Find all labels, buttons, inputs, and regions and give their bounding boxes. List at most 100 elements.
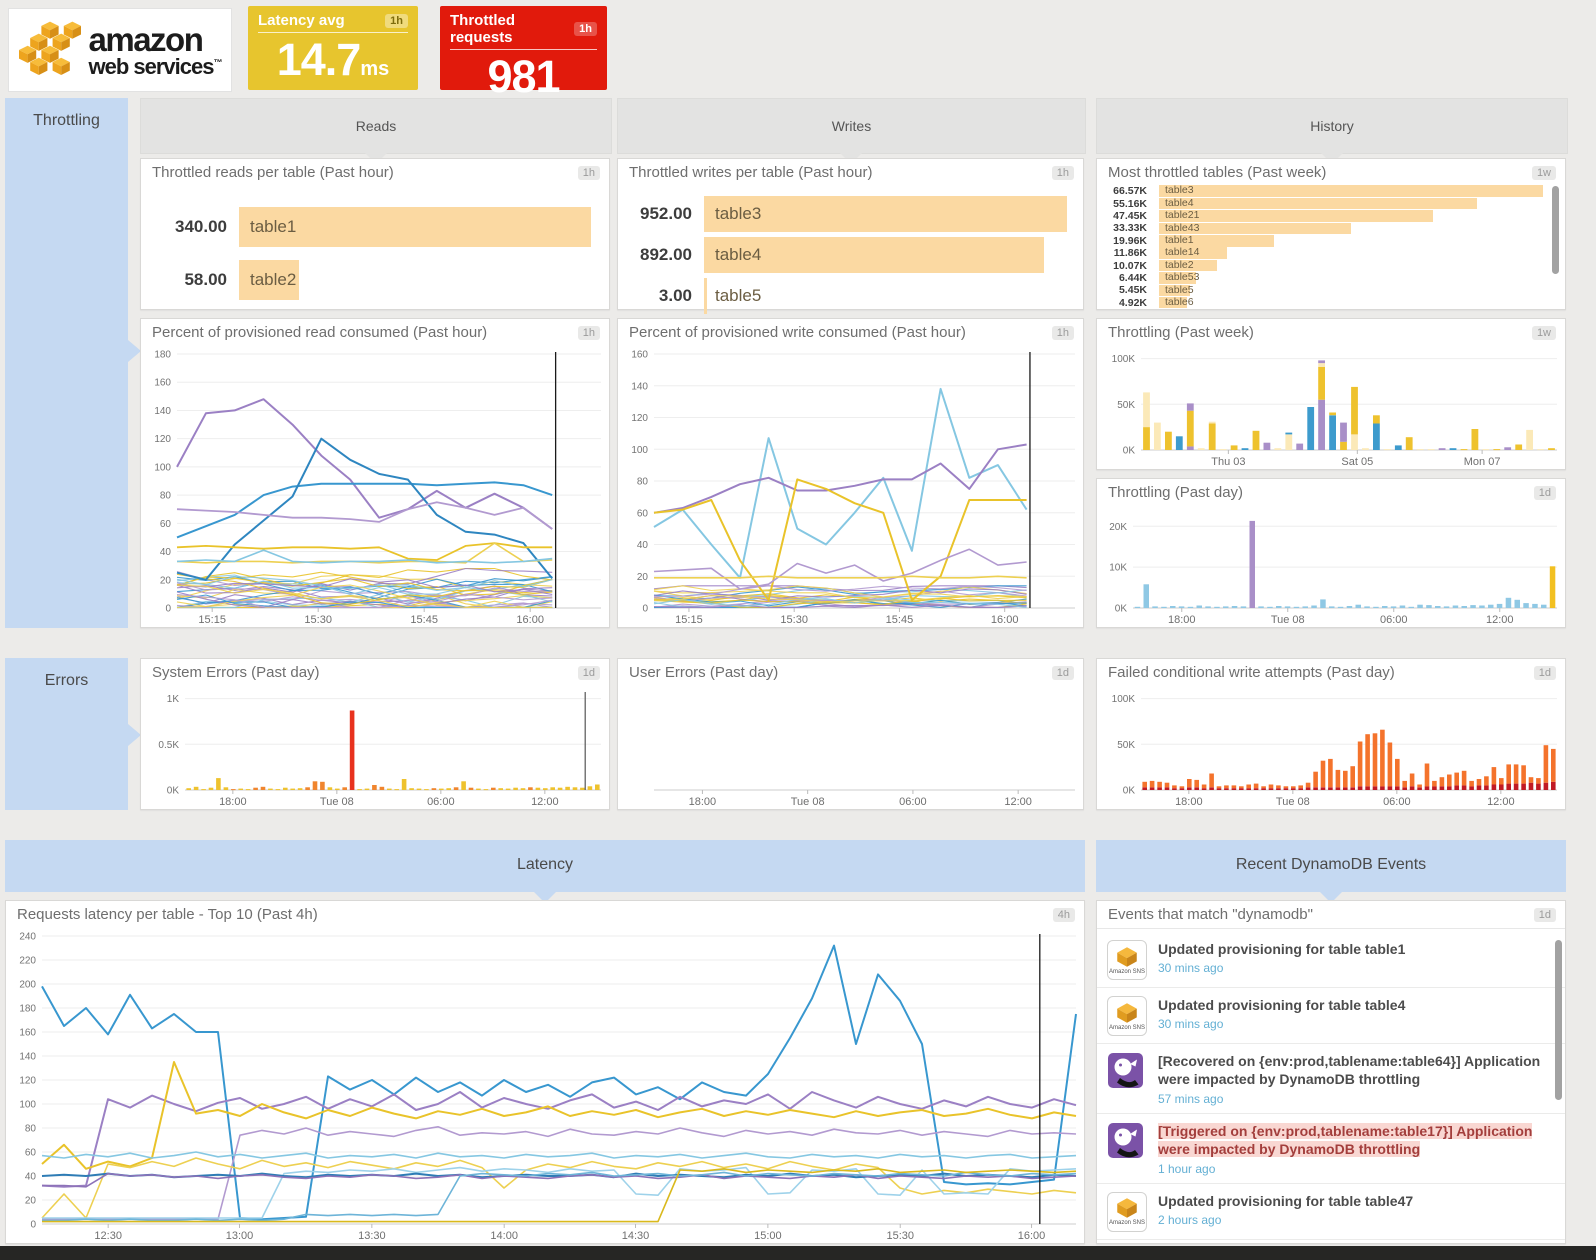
bar — [461, 781, 466, 790]
svg-text:0.5K: 0.5K — [158, 740, 179, 751]
w_most-row[interactable]: 19.96K table1 — [1103, 234, 1543, 247]
bar: table5 — [1159, 284, 1194, 297]
svg-text:16:00: 16:00 — [1018, 1230, 1046, 1242]
event-title[interactable]: Updated provisioning for table table1 — [1158, 941, 1406, 957]
w_most-row[interactable]: 11.86K table14 — [1103, 247, 1543, 259]
widget-title: Percent of provisioned write consumed (P… — [618, 319, 1083, 343]
bar — [1372, 786, 1378, 790]
system-errors-chart[interactable]: 0K 0.5K 1K 18:00 Tue 08 06:00 12:00 — [141, 687, 609, 809]
bar-label: table21 — [1165, 209, 1200, 222]
widget-title: Throttled writes per table (Past hour) 1h — [618, 159, 1083, 183]
bar — [1484, 785, 1489, 790]
throttled-writes-chart[interactable]: 952.00 table3 892.00 table4 3.00 table5 — [618, 187, 1083, 314]
bar — [1373, 606, 1379, 608]
bar — [1541, 604, 1547, 608]
bar-value: 55.16K — [1113, 197, 1147, 210]
event-title[interactable]: [Recovered on {env:prod,tablename:table6… — [1158, 1053, 1541, 1088]
throttled-reads-chart[interactable]: 340.00 table1 58.00 table2 — [141, 187, 609, 309]
bar — [1179, 788, 1185, 790]
scrollbar[interactable] — [1552, 186, 1559, 274]
bar — [1496, 603, 1503, 608]
bar — [1373, 423, 1380, 450]
bar — [1230, 445, 1238, 450]
scrollbar[interactable] — [1555, 940, 1562, 1100]
w_writepct-svg: 0 20 40 60 80 100 120 140 160 15:15 15:30 15:45 16:0… — [631, 350, 1075, 626]
w_most-row[interactable]: 55.16K table4 — [1103, 197, 1543, 210]
event-timestamp[interactable]: 30 mins ago — [1158, 1017, 1224, 1032]
svg-text:50K: 50K — [1117, 740, 1135, 751]
w_writes-row[interactable]: 3.00 table5 — [626, 275, 1067, 316]
w_most-row[interactable]: 5.45K table5 — [1103, 284, 1543, 296]
bar — [498, 788, 503, 790]
bar — [1186, 446, 1194, 450]
requests-latency-chart[interactable]: 0 20 40 60 80 100 120 140 160 180 200 220 240 12:30 13… — [6, 929, 1084, 1243]
most-throttled-tables-chart[interactable]: 66.57K table3 55.16K table4 47.45K table21 33.… — [1097, 184, 1565, 309]
bar — [1395, 758, 1400, 787]
bar — [1536, 778, 1541, 784]
svg-text:20: 20 — [25, 1196, 37, 1207]
bar — [1179, 786, 1185, 789]
throttling-day-chart[interactable]: 0K 10K 20K 18:00 Tue 08 06:00 12:00 — [1097, 507, 1565, 627]
w_reads-row[interactable]: 58.00 table2 — [151, 253, 591, 306]
sns-cube-icon — [1117, 946, 1137, 967]
event-title[interactable]: Updated provisioning for table table47 — [1158, 1192, 1414, 1209]
user-errors-chart[interactable]: 18:00 Tue 08 06:00 12:00 — [618, 687, 1083, 809]
w_most-row[interactable]: 33.33K table43 — [1103, 222, 1543, 234]
bar — [1395, 786, 1400, 790]
datadog-icon — [1108, 1053, 1143, 1088]
bar — [1380, 729, 1385, 787]
bar — [483, 789, 489, 791]
bar — [1152, 606, 1158, 608]
w_day-svg: 0K 10K 20K 18:00 Tue 08 06:00 12:00 — [1109, 520, 1557, 626]
svg-text:100: 100 — [154, 462, 171, 473]
w_reads-row[interactable]: 340.00 table1 — [151, 200, 591, 253]
svg-text:10K: 10K — [1109, 563, 1127, 574]
w_most-row[interactable]: 6.44K table53 — [1103, 272, 1543, 284]
latency-yellow-48 — [41, 1157, 1077, 1219]
w_writes-row[interactable]: 952.00 table3 — [626, 193, 1067, 234]
w_most-row[interactable]: 4.92K table6 — [1103, 296, 1543, 309]
svg-text:12:00: 12:00 — [1486, 614, 1514, 626]
bar — [1196, 605, 1202, 608]
timeframe-badge: 1h — [574, 22, 597, 36]
throttling-week-chart[interactable]: 0K 50K 100K Thu 03 Sat 05 Mon 07 — [1097, 347, 1565, 469]
read-consumed-chart[interactable]: 0 20 40 60 80 100 120 140 160 180 15:15 15:30 15:45 1… — [141, 347, 609, 627]
write-consumed-chart[interactable]: 0 20 40 60 80 100 120 140 160 15:15 15:30 15:45 16:0… — [618, 347, 1083, 627]
failed-conditional-writes-chart[interactable]: 0K 50K 100K 18:00 Tue 08 06:00 12:00 — [1097, 687, 1565, 809]
event-timestamp[interactable]: 30 mins ago — [1158, 961, 1224, 976]
bar-value: 4.92K — [1118, 296, 1147, 309]
event-row[interactable]: [Recovered on {env:prod,tablename:table6… — [1097, 1044, 1565, 1114]
w_writes-row[interactable]: 892.00 table4 — [626, 234, 1067, 275]
bar — [1142, 781, 1147, 788]
bar — [1408, 606, 1414, 608]
event-timestamp[interactable]: 57 mins ago — [1158, 1091, 1224, 1106]
bar — [1149, 787, 1155, 790]
w_latency-svg: 0 20 40 60 80 100 120 140 160 180 200 220 240 12:30 13… — [19, 932, 1077, 1242]
event-timestamp[interactable]: 1 hour ago — [1158, 1161, 1216, 1176]
bar — [1439, 786, 1445, 790]
event-title[interactable]: Updated provisioning for table table4 — [1158, 997, 1406, 1013]
w_most-row[interactable]: 47.45K table21 — [1103, 210, 1543, 222]
w_most-row[interactable]: 10.07K table2 — [1103, 259, 1543, 272]
bar — [1187, 606, 1194, 608]
bar: table53 — [1159, 272, 1199, 284]
bar — [1201, 784, 1207, 789]
throttling-label: Throttling — [33, 112, 100, 129]
read-purple-65 — [176, 501, 553, 530]
bar — [1285, 434, 1293, 450]
latency-blue-low — [42, 1171, 1077, 1222]
bar — [1165, 431, 1172, 450]
bar-track: table3 — [1159, 185, 1543, 197]
events-band-label: Recent DynamoDB Events — [1235, 856, 1427, 873]
svg-text:160: 160 — [19, 1028, 36, 1039]
svg-text:18:00: 18:00 — [1175, 796, 1203, 808]
event-row[interactable]: [Triggered on {env:prod,tablename:table1… — [1097, 1114, 1565, 1184]
event-title[interactable]: [Triggered on {env:prod,tablename:table1… — [1158, 1122, 1533, 1158]
widget-system-errors: System Errors (Past day) 1d 0K 0.5K 1K 18:00… — [140, 658, 610, 810]
event-timestamp[interactable]: 2 hours ago — [1158, 1213, 1222, 1228]
w_most-row[interactable]: 66.57K table3 — [1103, 185, 1543, 197]
